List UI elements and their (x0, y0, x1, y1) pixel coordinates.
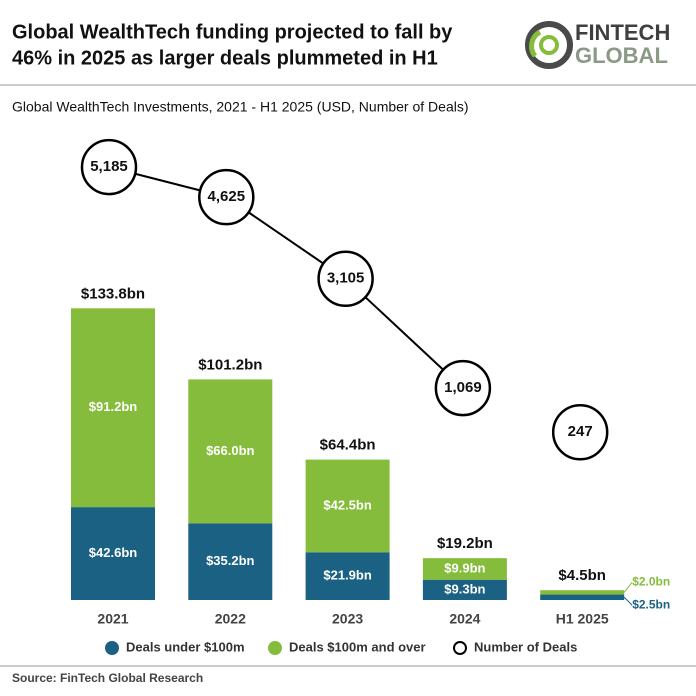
logo-text: FINTECH (575, 20, 670, 45)
bar-segment (71, 507, 155, 600)
bar-segment (188, 379, 273, 524)
total-label: $64.4bn (320, 437, 376, 454)
deals-bubble (198, 168, 255, 226)
deals-label: 3,105 (327, 270, 365, 287)
value-label: $42.6bn (89, 545, 137, 560)
value-label: $66.0bn (206, 443, 254, 458)
leader-line (623, 582, 633, 593)
total-label: $4.5bn (558, 567, 606, 584)
chart-title: 46% in 2025 as larger deals plummeted in… (12, 47, 438, 69)
logo-ring (525, 21, 573, 69)
legend-label: Deals under $100m (126, 639, 245, 654)
value-label: $9.3bn (444, 581, 485, 596)
deals-bubble (317, 250, 374, 308)
value-label: $2.5bn (632, 597, 670, 611)
value-label: $35.2bn (206, 553, 254, 568)
bar-segment (422, 579, 507, 600)
value-label: $21.9bn (323, 568, 371, 583)
total-label: $19.2bn (437, 535, 493, 552)
x-tick-label: H1 2025 (556, 611, 609, 627)
x-tick-label: 2022 (215, 611, 246, 627)
value-label: $9.9bn (444, 560, 485, 575)
bar-segment (305, 459, 390, 553)
deals-bubble (551, 403, 609, 461)
deals-label: 4,625 (208, 188, 246, 205)
deals-label: 247 (568, 423, 593, 440)
logo: FINTECH GLOBAL (525, 20, 670, 69)
legend-label: Deals $100m and over (289, 639, 426, 654)
bar-segment (540, 590, 625, 595)
total-label: $133.8bn (81, 285, 145, 302)
deals-bubble (80, 138, 138, 196)
logo-core (539, 35, 559, 55)
x-tick-label: 2023 (332, 611, 363, 627)
value-label: $91.2bn (89, 399, 137, 414)
bar-segment (305, 552, 390, 600)
logo-text: GLOBAL (575, 43, 668, 68)
legend-swatch (453, 641, 467, 655)
bar-segment (540, 594, 625, 600)
chart-subtitle: Global WealthTech Investments, 2021 - H1… (12, 99, 469, 115)
x-tick-label: 2021 (97, 611, 128, 627)
bar-segment (188, 523, 273, 600)
legend-swatch (268, 641, 282, 655)
bar-segment (422, 558, 507, 580)
legend-label: Number of Deals (474, 639, 577, 654)
source: Source: FinTech Global Research (12, 671, 203, 685)
total-label: $101.2bn (198, 356, 262, 373)
logo-arc (529, 29, 542, 58)
deals-label: 5,185 (90, 158, 128, 175)
deals-label: 1,069 (444, 379, 482, 396)
value-label: $2.0bn (632, 575, 670, 589)
bar-segment (71, 308, 155, 508)
chart-title: Global WealthTech funding projected to f… (12, 21, 453, 43)
deals-bubble (434, 359, 492, 417)
legend-swatch (105, 641, 119, 655)
x-tick-label: 2024 (449, 611, 480, 627)
value-label: $42.5bn (323, 497, 371, 512)
leader-line (623, 596, 633, 606)
